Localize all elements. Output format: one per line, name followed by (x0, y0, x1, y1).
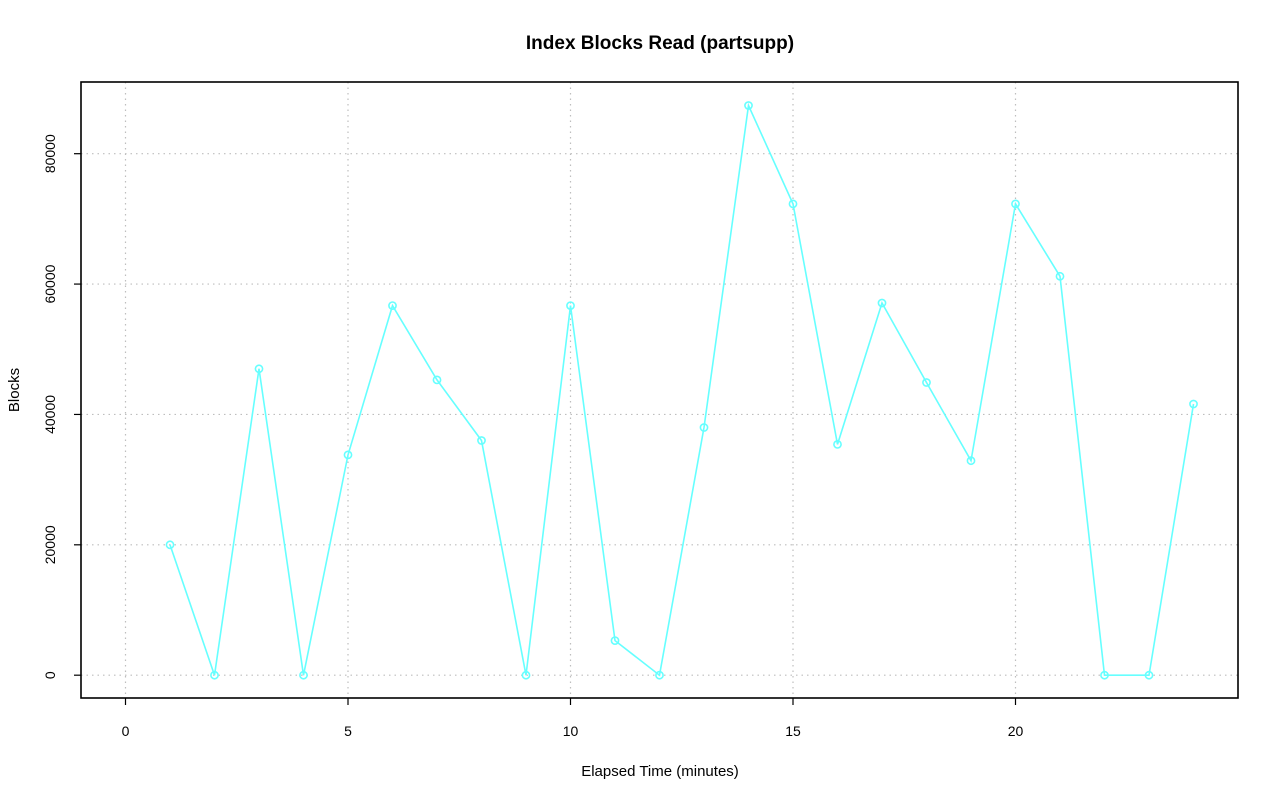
data-point (566, 301, 575, 310)
data-point (655, 670, 664, 680)
data-point (744, 101, 753, 110)
data-point (833, 439, 842, 449)
data-point (254, 364, 264, 374)
y-axis-label: Blocks (6, 368, 23, 412)
data-point (477, 436, 486, 445)
y-tick-label: 40000 (42, 395, 58, 434)
data-point (699, 423, 709, 432)
data-point (210, 670, 219, 680)
y-tick-label: 60000 (42, 264, 58, 303)
axis-ticks: 0 5 10 15 20 0 20000 40000 60000 80000 (42, 134, 1023, 739)
data-point (1100, 670, 1109, 680)
data-point (165, 540, 175, 550)
data-point (1189, 399, 1198, 409)
x-tick-label: 10 (563, 723, 579, 739)
data-point (788, 199, 798, 209)
x-tick-label: 20 (1008, 723, 1024, 739)
data-point (610, 636, 620, 645)
data-point (1055, 271, 1065, 281)
data-point (877, 298, 887, 308)
y-tick-label: 20000 (42, 525, 58, 564)
y-tick-label: 80000 (42, 134, 58, 173)
y-tick-label: 0 (42, 671, 58, 679)
x-tick-label: 15 (785, 723, 801, 739)
x-axis-label: Elapsed Time (minutes) (581, 763, 739, 780)
plot-frame (80, 81, 1239, 699)
data-point (922, 378, 931, 387)
data-point (343, 450, 353, 460)
data-point (521, 670, 531, 680)
data-point (388, 301, 397, 310)
data-point (966, 456, 976, 466)
data-point (432, 375, 442, 385)
data-point (1144, 670, 1154, 680)
data-point (1011, 199, 1020, 209)
data-point (299, 670, 308, 680)
data-points (165, 101, 1198, 680)
series-line (169, 102, 1195, 677)
x-tick-label: 5 (344, 723, 352, 739)
chart-title: Index Blocks Read (partsupp) (526, 33, 794, 54)
grid-layer (81, 82, 1238, 698)
x-tick-label: 0 (122, 723, 130, 739)
